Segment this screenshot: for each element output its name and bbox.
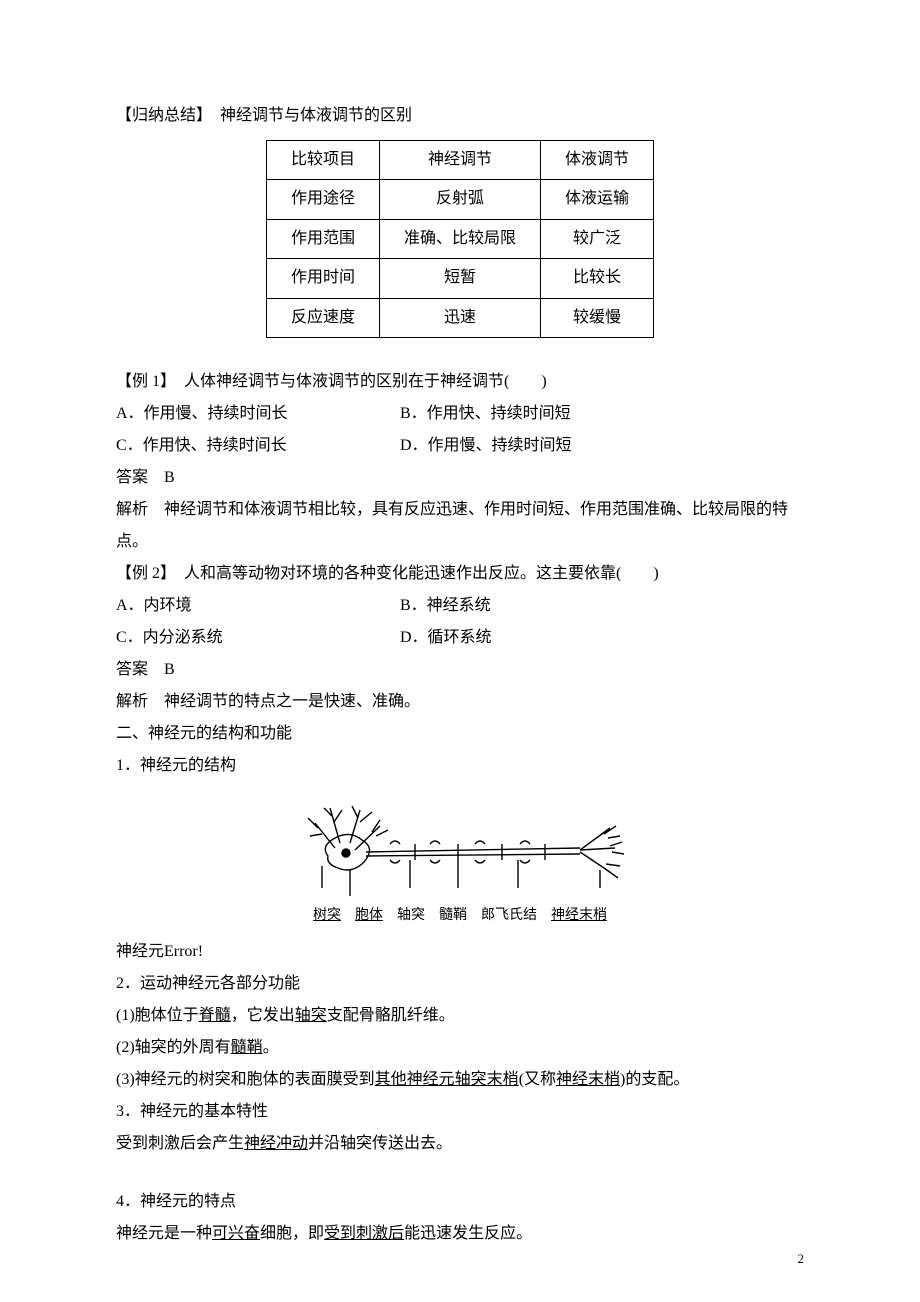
text: (3)神经元的树突和胞体的表面膜受到 [116, 1071, 375, 1088]
s4-item1: 神经元是一种可兴奋细胞，即受到刺激后能迅速发生反应。 [116, 1218, 804, 1250]
cell: 反应速度 [266, 298, 379, 337]
neuron-error-line: 神经元Error! [116, 936, 804, 968]
cell: 准确、比较局限 [379, 219, 540, 258]
option-b: B．作用快、持续时间短 [400, 398, 571, 430]
example1-answer: 答案 B [116, 462, 804, 494]
neuron-diagram [280, 788, 640, 898]
label-node: 郎飞氏结 [481, 902, 537, 930]
section2-title: 二、神经元的结构和功能 [116, 718, 804, 750]
table-row: 作用途径 反射弧 体液运输 [266, 180, 653, 219]
s2-item3: (3)神经元的树突和胞体的表面膜受到其他神经元轴突末梢(又称神经末梢)的支配。 [116, 1064, 804, 1096]
th-neural: 神经调节 [379, 141, 540, 180]
blank-excitable: 可兴奋 [212, 1225, 260, 1242]
cell: 作用范围 [266, 219, 379, 258]
blank-axon: 轴突 [295, 1007, 327, 1024]
cell: 短暂 [379, 259, 540, 298]
section2-sub2: 2．运动神经元各部分功能 [116, 968, 804, 1000]
text: 能迅速发生反应。 [404, 1225, 532, 1242]
blank-spinal: 脊髓 [199, 1007, 231, 1024]
cell: 比较长 [541, 259, 654, 298]
example1-options-row1: A．作用慢、持续时间长 B．作用快、持续时间短 [116, 398, 804, 430]
text: (2)轴突的外周有 [116, 1039, 231, 1056]
example1-question: 【例 1】 人体神经调节与体液调节的区别在于神经调节( ) [116, 366, 804, 398]
table-row: 作用范围 准确、比较局限 较广泛 [266, 219, 653, 258]
text: )的支配。 [620, 1071, 689, 1088]
text: 神经元是一种 [116, 1225, 212, 1242]
example2-question: 【例 2】 人和高等动物对环境的各种变化能迅速作出反应。这主要依靠( ) [116, 558, 804, 590]
text: (1)胞体位于 [116, 1007, 199, 1024]
example2-explanation: 解析 神经调节的特点之一是快速、准确。 [116, 686, 804, 718]
cell: 反射弧 [379, 180, 540, 219]
page-number: 2 [798, 1246, 805, 1272]
table-row: 作用时间 短暂 比较长 [266, 259, 653, 298]
label-terminal: 神经末梢 [551, 902, 607, 930]
option-c: C．作用快、持续时间长 [116, 430, 396, 462]
text: 支配骨骼肌纤维。 [327, 1007, 455, 1024]
option-d: D．循环系统 [400, 622, 492, 654]
label-myelin: 髓鞘 [439, 902, 467, 930]
comparison-table: 比较项目 神经调节 体液调节 作用途径 反射弧 体液运输 作用范围 准确、比较局… [266, 140, 654, 338]
s3-item1: 受到刺激后会产生神经冲动并沿轴突传送出去。 [116, 1128, 804, 1160]
example1-options-row2: C．作用快、持续时间长 D．作用慢、持续时间短 [116, 430, 804, 462]
th-humoral: 体液调节 [541, 141, 654, 180]
section2-sub1: 1．神经元的结构 [116, 750, 804, 782]
cell: 体液运输 [541, 180, 654, 219]
s2-item1: (1)胞体位于脊髓，它发出轴突支配骨骼肌纤维。 [116, 1000, 804, 1032]
blank-nerve-impulse: 神经冲动 [244, 1135, 308, 1152]
example1-explanation: 解析 神经调节和体液调节相比较，具有反应迅速、作用时间短、作用范围准确、比较局限… [116, 494, 804, 558]
label-dendrite: 树突 [313, 902, 341, 930]
blank-myelin: 髓鞘 [231, 1039, 263, 1056]
example2-answer: 答案 B [116, 654, 804, 686]
neuron-labels-row: 树突 胞体 轴突 髓鞘 郎飞氏结 神经末梢 [116, 902, 804, 930]
text: 。 [263, 1039, 279, 1056]
label-axon: 轴突 [397, 902, 425, 930]
summary-title: 【归纳总结】 神经调节与体液调节的区别 [116, 100, 804, 132]
option-b: B．神经系统 [400, 590, 491, 622]
text: 并沿轴突传送出去。 [308, 1135, 452, 1152]
text: 细胞，即 [260, 1225, 324, 1242]
option-d: D．作用慢、持续时间短 [400, 430, 572, 462]
example2-options-row1: A．内环境 B．神经系统 [116, 590, 804, 622]
blank-other-axon-terminal: 其他神经元轴突末梢 [375, 1071, 519, 1088]
section2-sub3: 3．神经元的基本特性 [116, 1096, 804, 1128]
table-row: 反应速度 迅速 较缓慢 [266, 298, 653, 337]
text: 受到刺激后会产生 [116, 1135, 244, 1152]
blank-nerve-ending: 神经末梢 [556, 1071, 620, 1088]
section2-sub4: 4．神经元的特点 [116, 1186, 804, 1218]
cell: 较缓慢 [541, 298, 654, 337]
cell: 作用途径 [266, 180, 379, 219]
th-item: 比较项目 [266, 141, 379, 180]
example2-options-row2: C．内分泌系统 D．循环系统 [116, 622, 804, 654]
cell: 较广泛 [541, 219, 654, 258]
s2-item2: (2)轴突的外周有髓鞘。 [116, 1032, 804, 1064]
option-a: A．作用慢、持续时间长 [116, 398, 396, 430]
option-a: A．内环境 [116, 590, 396, 622]
blank-after-stim: 受到刺激后 [324, 1225, 404, 1242]
cell: 迅速 [379, 298, 540, 337]
text: ，它发出 [231, 1007, 295, 1024]
text: (又称 [519, 1071, 556, 1088]
table-header-row: 比较项目 神经调节 体液调节 [266, 141, 653, 180]
option-c: C．内分泌系统 [116, 622, 396, 654]
cell: 作用时间 [266, 259, 379, 298]
label-cellbody: 胞体 [355, 902, 383, 930]
